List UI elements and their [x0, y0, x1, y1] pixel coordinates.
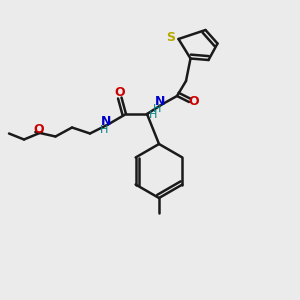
Text: H: H	[153, 104, 161, 115]
Text: O: O	[34, 123, 44, 136]
Text: H: H	[149, 110, 157, 121]
Text: S: S	[167, 31, 176, 44]
Text: O: O	[115, 85, 125, 99]
Text: O: O	[188, 94, 199, 108]
Text: N: N	[100, 115, 111, 128]
Text: N: N	[154, 94, 165, 108]
Text: H: H	[100, 125, 109, 135]
